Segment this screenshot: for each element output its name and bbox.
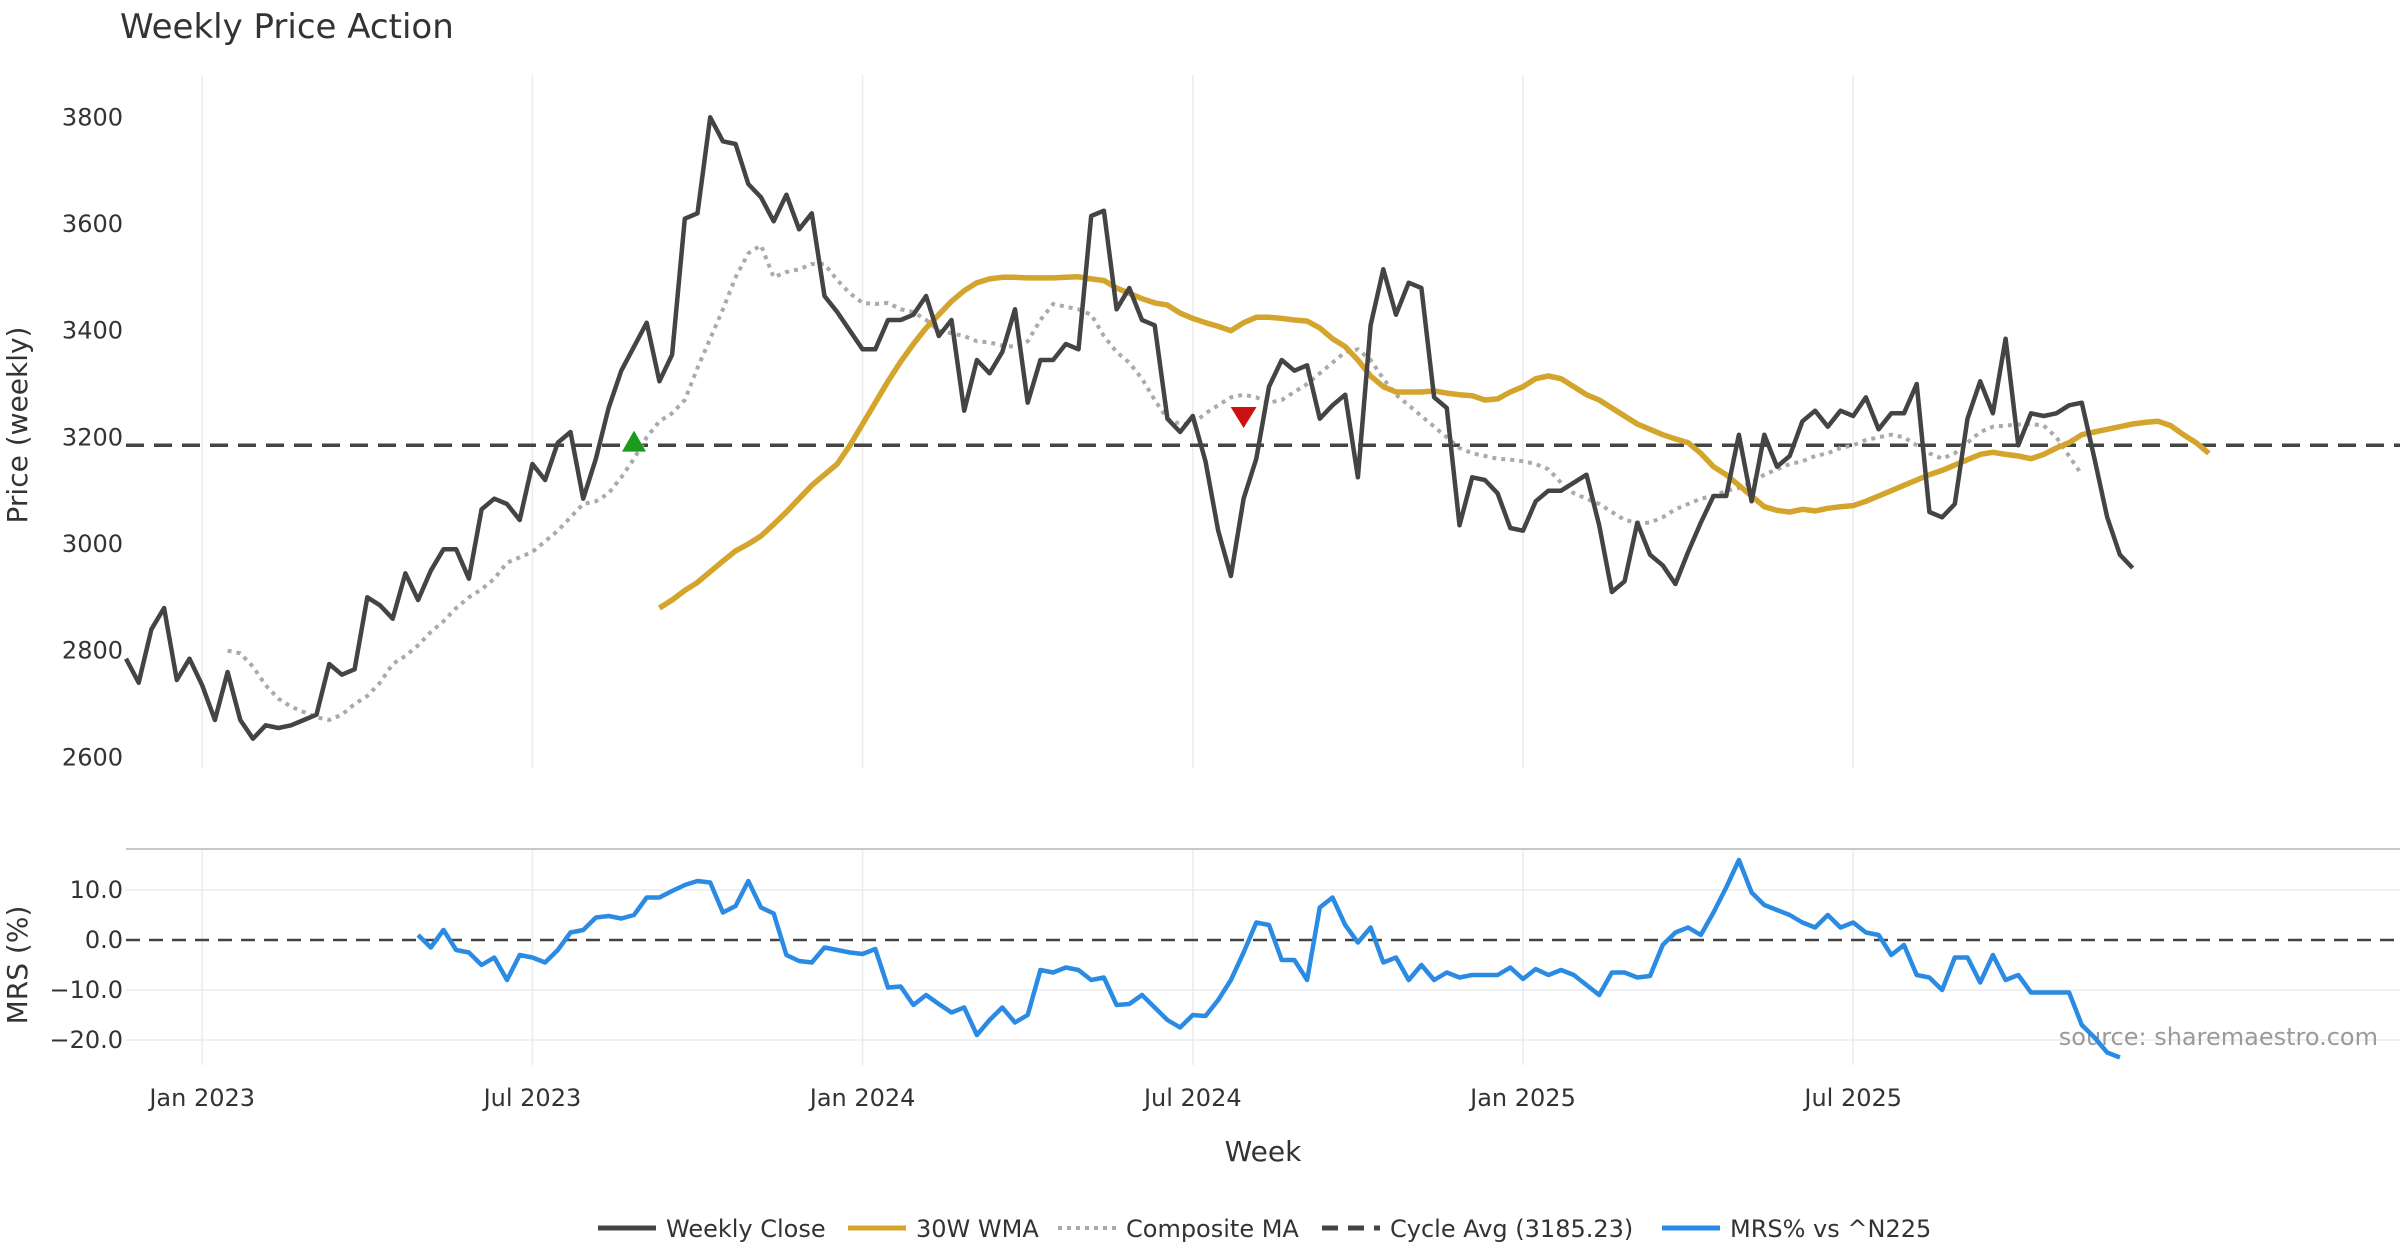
sell-signal-marker	[1230, 407, 1257, 428]
legend-label-0: Weekly Close	[666, 1215, 826, 1243]
price-panel: 2600 2800 3000 3200 3400 3600 3800	[62, 103, 2400, 771]
price-y-axis-label: Price (weekly)	[1, 327, 34, 524]
legend-label-1: 30W WMA	[916, 1215, 1039, 1243]
legend-label-4: MRS% vs ^N225	[1730, 1215, 1931, 1243]
composite-ma-line	[227, 243, 2084, 722]
price-y-tick-4: 3400	[62, 317, 123, 345]
price-y-tick-3: 3200	[62, 423, 123, 451]
mrs-y-tick-2: −10.0	[49, 976, 123, 1004]
price-y-tick-1: 2800	[62, 637, 123, 665]
x-tick-label-0: Jan 2023	[147, 1084, 255, 1112]
price-y-tick-5: 3600	[62, 210, 123, 238]
x-tick-label-5: Jul 2025	[1802, 1084, 1902, 1112]
x-tick-label-2: Jan 2024	[808, 1084, 916, 1112]
wma30-line	[657, 274, 2211, 611]
legend-label-3: Cycle Avg (3185.23)	[1390, 1215, 1633, 1243]
legend-label-2: Composite MA	[1126, 1215, 1299, 1243]
mrs-line	[416, 857, 2121, 1060]
x-tick-label-1: Jul 2023	[482, 1084, 582, 1112]
mrs-y-tick-1: 0.0	[85, 926, 123, 954]
price-y-tick-0: 2600	[62, 743, 123, 771]
mrs-y-tick-3: −20.0	[49, 1026, 123, 1054]
price-y-tick-2: 3000	[62, 530, 123, 558]
chart-title: Weekly Price Action	[120, 7, 454, 47]
x-tick-label-3: Jul 2024	[1142, 1084, 1242, 1112]
mrs-y-tick-0: 10.0	[70, 876, 123, 904]
legend: Weekly Close 30W WMA Composite MA Cycle Avg…	[598, 1215, 1931, 1243]
mrs-y-axis-label: MRS (%)	[1, 906, 34, 1025]
weekly-close-line	[124, 115, 2135, 741]
buy-signal-marker	[622, 430, 646, 452]
background-layer	[126, 75, 2400, 1065]
price-y-tick-6: 3800	[62, 103, 123, 131]
x-axis-label: Week	[1225, 1135, 1302, 1168]
mrs-panel: 10.0 0.0 −10.0 −20.0 Jan 2023 Jul 2023 Jan 202…	[49, 857, 2400, 1112]
x-tick-label-4: Jan 2025	[1468, 1084, 1576, 1112]
source-note: source: sharemaestro.com	[2059, 1023, 2378, 1051]
